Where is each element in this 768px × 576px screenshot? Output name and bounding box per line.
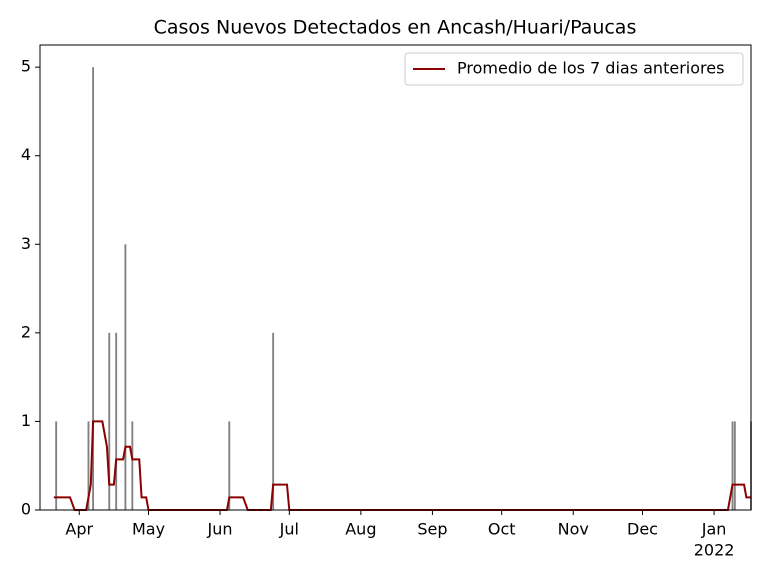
x-tick-label: Sep <box>417 520 447 539</box>
bar <box>87 421 90 510</box>
y-tick-label: 1 <box>21 411 31 430</box>
bar <box>92 67 95 511</box>
bar <box>131 421 134 510</box>
line-series <box>53 420 751 511</box>
x-tick-sublabel: 2022 <box>694 541 735 560</box>
x-tick-label: Apr <box>65 520 93 539</box>
y-tick-label: 2 <box>21 322 31 341</box>
bar <box>733 421 736 510</box>
x-tick-label: Dec <box>627 520 658 539</box>
y-tick-label: 4 <box>21 145 31 164</box>
bar <box>272 332 275 510</box>
bar <box>55 421 58 510</box>
bar <box>731 421 734 510</box>
plot-frame <box>39 44 752 511</box>
y-tick-label: 0 <box>21 500 31 519</box>
x-tick-label: Jul <box>279 520 299 539</box>
x-tick-label: Jan <box>701 520 727 539</box>
x-tick-label: Jun <box>207 520 233 539</box>
bar <box>115 332 118 510</box>
x-tick-label: May <box>132 520 165 539</box>
x-tick-label: Aug <box>345 520 376 539</box>
bar <box>228 421 231 510</box>
bar <box>108 332 111 510</box>
x-tick-label: Oct <box>488 520 516 539</box>
legend-box <box>404 52 744 86</box>
bar <box>124 244 127 511</box>
chart-title: Casos Nuevos Detectados en Ancash/Huari/… <box>154 17 637 39</box>
legend-label: Promedio de los 7 dias anteriores <box>457 59 724 78</box>
y-tick-label: 5 <box>21 57 31 76</box>
legend: Promedio de los 7 dias anteriores <box>404 52 744 86</box>
y-tick-label: 3 <box>21 234 31 253</box>
x-tick-label: Nov <box>558 520 589 539</box>
